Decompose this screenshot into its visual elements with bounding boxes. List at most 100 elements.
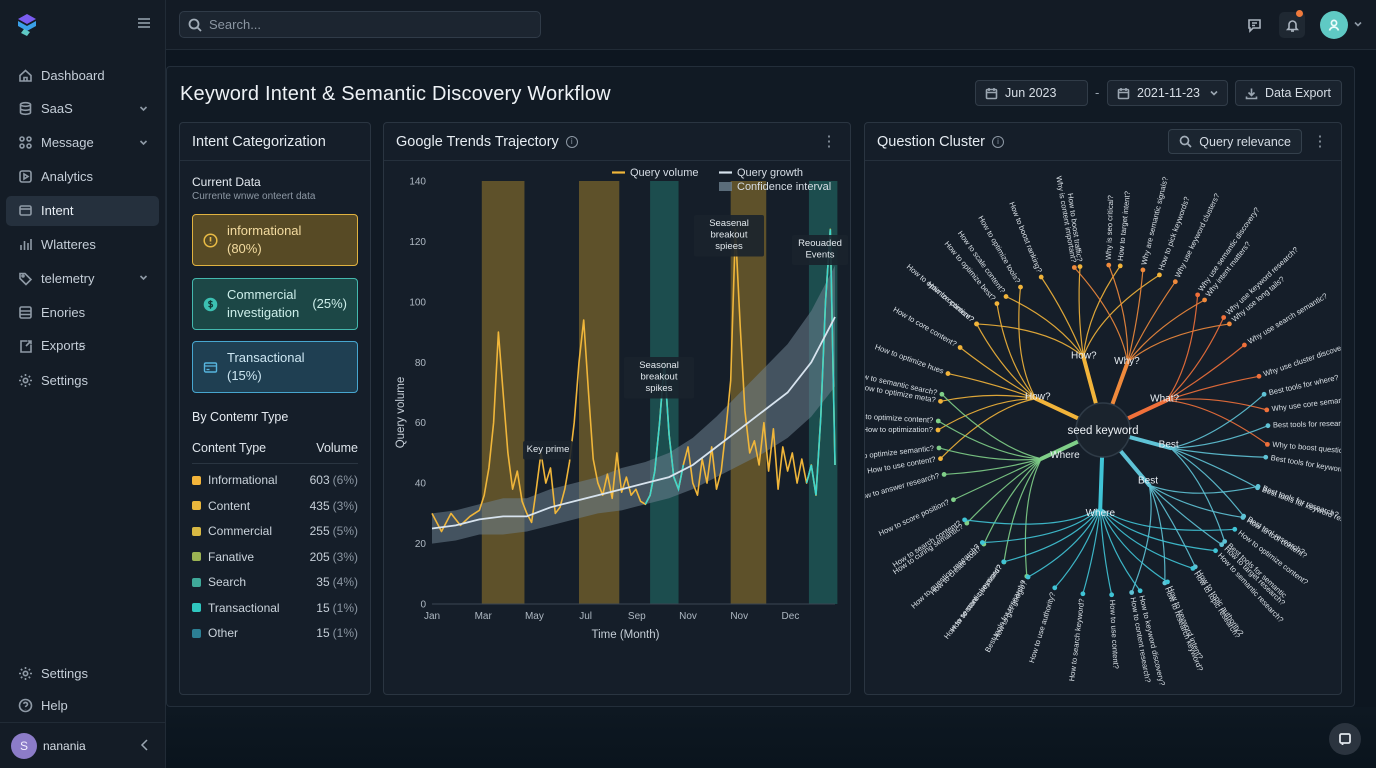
notifications-button[interactable] bbox=[1279, 10, 1305, 38]
volume-cell: 15 bbox=[316, 600, 330, 615]
cluster-leaf-label: Why is seo critical? bbox=[1104, 195, 1115, 260]
sidebar-item-label: Help bbox=[41, 697, 68, 713]
cluster-leaf-label: Best tools for keyword research? bbox=[1270, 453, 1341, 480]
cluster-branch-label: What? bbox=[1150, 393, 1179, 404]
sidebar-item-wlatteres[interactable]: Wlatteres bbox=[6, 229, 159, 259]
content-type-cell: Search bbox=[208, 575, 247, 589]
cluster-edge bbox=[1166, 317, 1225, 401]
cluster-branch-label: How? bbox=[1071, 351, 1097, 362]
cluster-leaf-node bbox=[1038, 274, 1044, 280]
intent-label: Transactional bbox=[227, 350, 305, 365]
cluster-leaf-node bbox=[962, 517, 968, 523]
annotation-box bbox=[523, 441, 573, 460]
intent-card-transactional[interactable]: Transactional (15%) bbox=[192, 341, 358, 393]
sidebar-item-label: Settings bbox=[41, 665, 88, 681]
cluster-leaf-node bbox=[1263, 454, 1269, 460]
volume-cell: 205 bbox=[309, 549, 330, 564]
more-options-icon[interactable]: ⋮ bbox=[1312, 134, 1328, 150]
cluster-edge bbox=[1099, 507, 1194, 569]
cluster-leaf-node bbox=[1025, 574, 1031, 580]
search-box[interactable] bbox=[179, 11, 541, 38]
cluster-leaf-label: How to get google? bbox=[992, 579, 1030, 641]
chevron-down-icon[interactable] bbox=[1353, 19, 1363, 29]
cluster-edge bbox=[937, 420, 1042, 460]
sidebar-item-saas[interactable]: SaaS bbox=[6, 94, 159, 124]
message-icon bbox=[1247, 18, 1261, 33]
volume-cell: 435 bbox=[309, 498, 330, 513]
intent-card-informational[interactable]: informational (80%) bbox=[192, 214, 358, 266]
cluster-leaf-label: How to optimize content? bbox=[865, 411, 934, 425]
cluster-leaf-node bbox=[1226, 321, 1232, 327]
query-relevance-button[interactable]: Query relevance bbox=[1168, 129, 1302, 154]
legend-swatch bbox=[192, 577, 201, 587]
cluster-edge bbox=[938, 447, 1042, 461]
background-strip bbox=[166, 707, 1376, 768]
sidebar-item-dashboard[interactable]: Dashboard bbox=[6, 60, 159, 90]
table-row[interactable]: Content 435 (3%) bbox=[192, 498, 358, 514]
sidebar-item-enories[interactable]: Enories bbox=[6, 297, 159, 327]
cluster-branch-label: Where bbox=[1086, 508, 1116, 519]
date-to-picker[interactable]: 2021-11-23 bbox=[1107, 80, 1228, 106]
data-export-button[interactable]: Data Export bbox=[1235, 80, 1342, 106]
profile-avatar[interactable] bbox=[1320, 11, 1348, 39]
info-icon[interactable]: i bbox=[565, 135, 578, 148]
cluster-edge bbox=[1166, 398, 1267, 411]
sidebar-item-settings[interactable]: Settings bbox=[6, 658, 159, 688]
cluster-edge bbox=[1054, 507, 1101, 589]
divider bbox=[192, 463, 358, 464]
table-row[interactable]: Search 35 (4%) bbox=[192, 574, 358, 590]
table-row[interactable]: Transactional 15 (1%) bbox=[192, 600, 358, 616]
col-content-type[interactable]: Content Type bbox=[192, 441, 267, 455]
intent-label: Commercial investigation bbox=[227, 287, 300, 320]
info-icon[interactable]: i bbox=[992, 135, 1004, 148]
app-logo-icon[interactable] bbox=[14, 12, 40, 38]
collapse-sidebar-icon[interactable] bbox=[140, 739, 150, 751]
table-row[interactable]: Commercial 255 (5%) bbox=[192, 523, 358, 539]
date-from-picker[interactable]: Jun 2023 bbox=[975, 80, 1088, 106]
cluster-leaf-node bbox=[1219, 542, 1225, 548]
cluster-edge bbox=[959, 347, 1037, 400]
cluster-leaf-label: How to answer research? bbox=[865, 471, 940, 503]
content-type-cell: Commercial bbox=[208, 524, 273, 538]
cluster-leaf-node bbox=[1071, 265, 1077, 270]
cluster-edge bbox=[1166, 399, 1268, 445]
sidebar-item-export[interactable]: Exportꞩ bbox=[6, 331, 159, 361]
intent-pct: (80%) bbox=[227, 241, 262, 256]
sidebar-item-settings[interactable]: Settings bbox=[6, 365, 159, 395]
content-table-header: Content Type Volume bbox=[192, 441, 358, 455]
intent-card-commercial[interactable]: Commercial investigation (25%) bbox=[192, 278, 358, 330]
sidebar-item-message[interactable]: Message bbox=[6, 128, 159, 158]
messages-button[interactable] bbox=[1241, 12, 1267, 38]
more-options-icon[interactable]: ⋮ bbox=[821, 134, 837, 150]
cluster-leaf-node bbox=[979, 540, 985, 545]
chat-button[interactable] bbox=[1329, 723, 1361, 755]
y-tick-label: 100 bbox=[409, 297, 426, 308]
sidebar-bottom-nav: Settings Help bbox=[6, 658, 159, 722]
col-volume[interactable]: Volume bbox=[316, 441, 358, 455]
bell-icon bbox=[1285, 19, 1299, 32]
cluster-edge bbox=[1166, 344, 1245, 401]
sidebar-item-telemetry[interactable]: telemetry bbox=[6, 263, 159, 293]
sidebar-item-help[interactable]: Help bbox=[6, 690, 159, 720]
cluster-branch-label: Where bbox=[1050, 450, 1080, 461]
cluster-leaf-node bbox=[951, 497, 956, 503]
cluster-leaf-label: How to use authority? bbox=[1027, 591, 1057, 664]
cluster-leaf-node bbox=[1213, 548, 1218, 554]
cluster-edge bbox=[1099, 507, 1216, 552]
sidebar-item-intent[interactable]: Intent bbox=[6, 195, 159, 226]
table-row[interactable]: Fanative 205 (3%) bbox=[192, 549, 358, 565]
user-profile[interactable]: S nanania bbox=[0, 722, 166, 768]
legend-swatch bbox=[192, 501, 201, 510]
sidebar-item-analytics[interactable]: Analytics bbox=[6, 162, 159, 192]
search-input[interactable] bbox=[209, 17, 529, 32]
date-to-value: 2021-11-23 bbox=[1137, 86, 1201, 100]
calendar-icon bbox=[985, 87, 998, 99]
cluster-edge bbox=[1148, 484, 1196, 568]
table-row[interactable]: Informational 603 (6%) bbox=[192, 472, 358, 488]
data-export-label: Data Export bbox=[1265, 86, 1332, 100]
annotation-box bbox=[792, 235, 848, 265]
table-row[interactable]: Other 15 (1%) bbox=[192, 625, 358, 641]
volume-cell: 603 bbox=[309, 473, 330, 487]
menu-toggle-icon[interactable] bbox=[137, 17, 151, 29]
chevron-down-icon bbox=[139, 275, 148, 281]
